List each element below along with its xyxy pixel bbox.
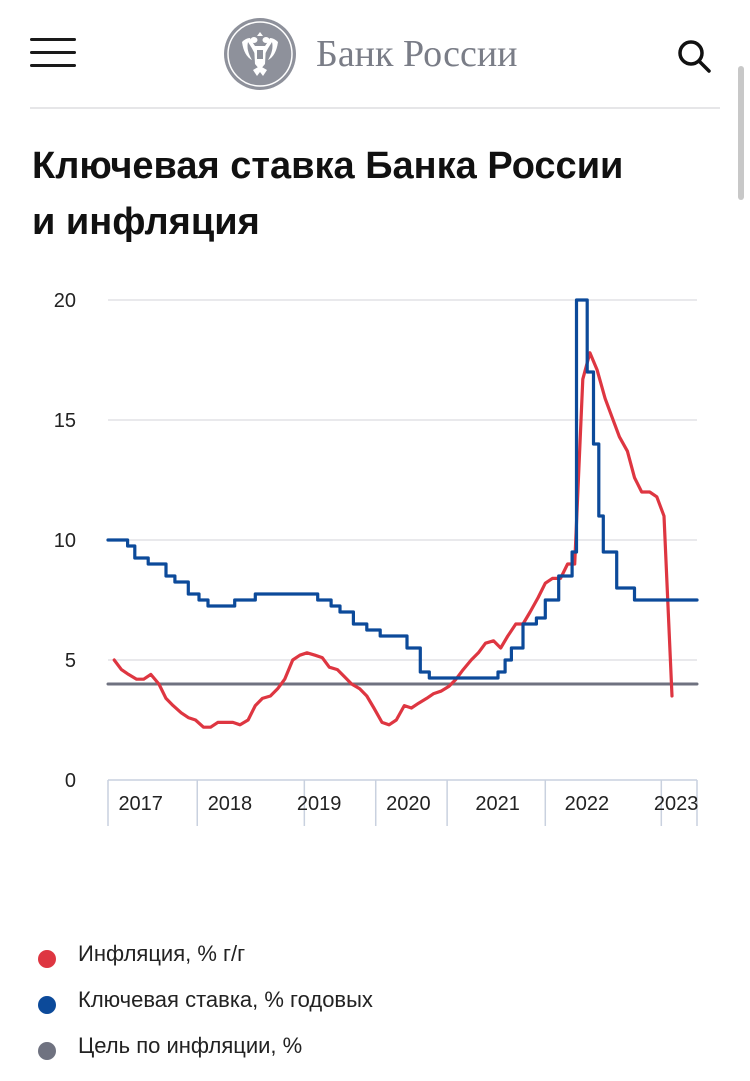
double-headed-eagle-emblem [224,18,296,90]
bank-logo[interactable]: Банк России [222,16,542,92]
legend-dot-target [38,1042,56,1060]
x-tick-label-2017: 2017 [118,793,163,815]
site-header: Банк России [0,0,750,108]
chart-legend: Инфляция, % г/г Ключевая ставка, % годов… [38,938,638,1076]
scrollbar[interactable] [738,66,744,200]
y-tick-label-15: 15 [54,410,76,432]
y-tick-label-10: 10 [54,530,76,552]
hamburger-menu-icon[interactable] [30,38,78,70]
x-tick-label-2021: 2021 [475,793,520,815]
legend-dot-key-rate [38,996,56,1014]
search-icon[interactable] [674,36,714,76]
x-tick-label-2018: 2018 [208,793,253,815]
legend-label-key-rate: Ключевая ставка, % годовых [78,987,373,1012]
page-title: Ключевая ставка Банка России и инфляция [32,145,624,243]
inflation-line [112,351,674,729]
legend-label-target: Цель по инфляции, % [78,1033,303,1058]
x-tick-label-2020: 2020 [386,793,431,815]
x-tick-label-2023: 2023 [654,793,699,815]
key-rate-inflation-chart: 0 5 10 15 20 2017 2018 2019 2020 2021 2022 2023 [54,290,699,826]
legend-dot-inflation [38,950,56,968]
y-tick-label-5: 5 [65,650,76,672]
y-tick-label-20: 20 [54,290,76,312]
key-rate-line [106,298,699,680]
legend-label-inflation: Инфляция, % г/г [78,941,246,966]
legend-item-inflation[interactable]: Инфляция, % г/г [38,938,638,984]
bank-name: Банк России [316,33,518,75]
x-tick-label-2019: 2019 [297,793,342,815]
legend-item-target[interactable]: Цель по инфляции, % [38,1030,638,1076]
x-tick-label-2022: 2022 [565,793,610,815]
legend-item-key-rate[interactable]: Ключевая ставка, % годовых [38,984,638,1030]
y-tick-label-0: 0 [65,770,76,792]
header-divider [30,107,720,109]
